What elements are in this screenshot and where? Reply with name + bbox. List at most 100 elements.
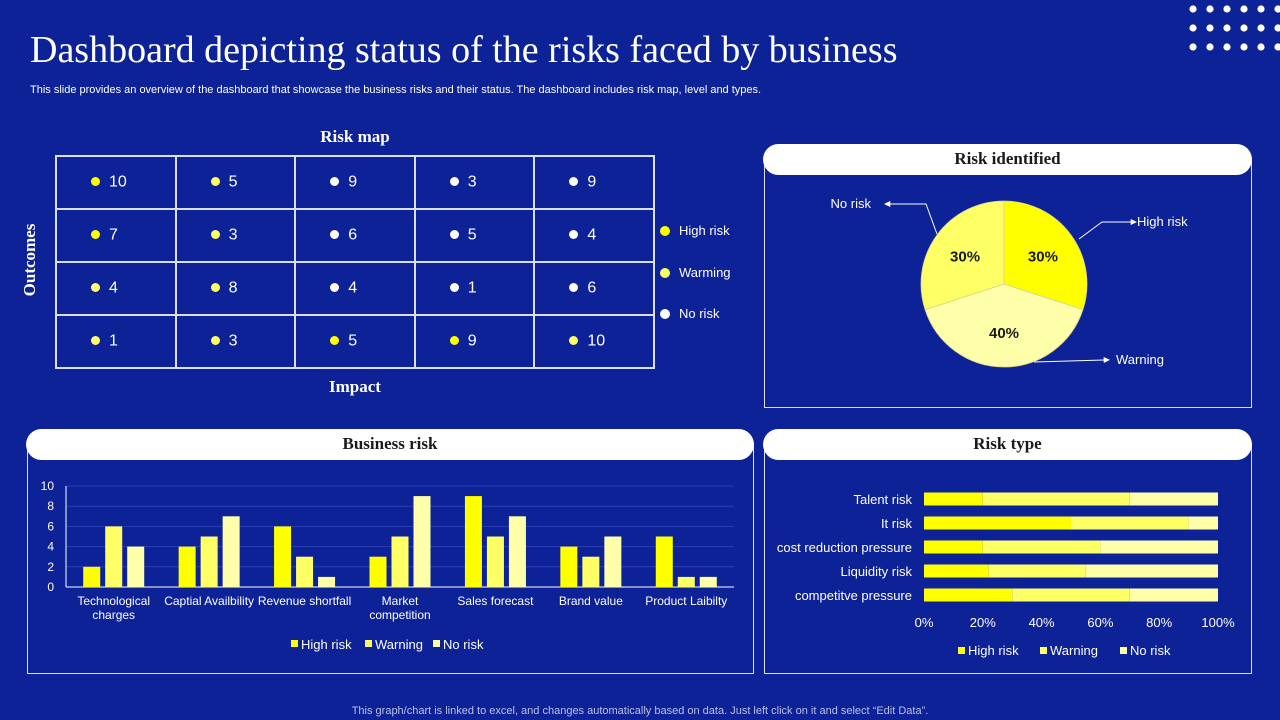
pie-slice-label: Warning [1116, 352, 1164, 367]
risk-level-dot [91, 176, 100, 186]
risk-level-dot [210, 229, 220, 239]
bar [127, 546, 145, 587]
decorative-dot [1257, 43, 1265, 51]
risk-map-legend-item: High risk [660, 223, 730, 238]
risk-level-dot [569, 282, 579, 292]
bar [318, 576, 336, 587]
risk-map-value: 4 [109, 278, 118, 296]
bar [296, 556, 314, 587]
decorative-dot [1240, 43, 1248, 51]
footer-note: This graph/chart is linked to excel, and… [351, 705, 929, 717]
stacked-bar-segment [924, 564, 989, 578]
stacked-bar-segment [924, 588, 1013, 602]
bar [582, 556, 600, 587]
bar [222, 516, 240, 587]
bar [655, 536, 673, 587]
risk-map-legend-item: Warming [660, 265, 731, 280]
stacked-bar-segment [1012, 588, 1130, 602]
decorative-dot [1257, 24, 1265, 32]
risk-map-cell: 4 [56, 262, 176, 315]
bar-x-tick-label: Technological [77, 594, 150, 608]
risk-map-value: 5 [228, 172, 238, 190]
decorative-dot-grid [1189, 5, 1280, 51]
risk-map-cell: 3 [414, 156, 535, 209]
risk-map-cell: 4 [534, 209, 654, 262]
legend-label: Warming [679, 265, 731, 280]
risk-map-cell: 3 [175, 209, 296, 262]
bar [677, 576, 695, 587]
bar-x-tick-label: competition [369, 608, 430, 622]
legend-dot [660, 309, 670, 319]
bar-x-tick-label: Product Laibilty [645, 594, 727, 608]
decorative-dot [1274, 43, 1280, 51]
risk-map-title: Risk map [320, 127, 390, 146]
risk-map-cell: 10 [56, 156, 176, 209]
risk-map-cell: 1 [414, 262, 535, 315]
risk-level-dot [449, 229, 459, 239]
bar-x-tick-label: charges [92, 608, 135, 622]
risk-map-cell: 6 [534, 262, 654, 315]
pie-data-label: 40% [989, 325, 1019, 342]
risk-level-dot [210, 176, 220, 186]
bar [200, 536, 218, 587]
bar [508, 516, 526, 587]
risk-map-value: 4 [348, 278, 358, 296]
risk-map-y-label: Outcomes [20, 223, 39, 297]
decorative-dot [1223, 5, 1231, 13]
risk-map-cell: 9 [414, 315, 535, 368]
hbar-category-label: competitve pressure [795, 588, 912, 603]
pie-callout-arrow [1103, 356, 1110, 364]
stacked-bar-segment [1129, 588, 1218, 602]
risk-level-dot [91, 335, 100, 345]
hbar-category-label: cost reduction pressure [777, 540, 912, 555]
risk-level-dot [449, 282, 459, 292]
bar-y-tick-label: 2 [47, 560, 54, 574]
hbar-category-label: Talent risk [853, 492, 912, 507]
risk-level-dot [330, 176, 340, 186]
decorative-dot [1206, 5, 1214, 13]
risk-map-cell: 6 [295, 209, 415, 262]
bar-legend-label: High risk [301, 637, 352, 652]
pie-slice [924, 283, 1084, 368]
risk-level-dot [330, 282, 340, 292]
risk-level-dot [210, 282, 220, 292]
stacked-bar-segment [924, 516, 1071, 530]
bar-y-tick-label: 0 [47, 580, 54, 594]
risk-level-dot [569, 335, 579, 345]
risk-level-dot [91, 229, 100, 239]
risk-map-value: 3 [467, 172, 477, 190]
bar [83, 566, 101, 587]
stacked-bar-segment [988, 564, 1086, 578]
risk-identified-title: Risk identified [763, 144, 1252, 175]
risk-map-cell: 1 [56, 315, 176, 368]
pie-data-label: 30% [950, 249, 980, 266]
risk-map-value: 1 [109, 331, 118, 349]
bar [699, 576, 717, 587]
hbar-legend-swatch [1120, 647, 1127, 654]
decorative-dot [1189, 5, 1197, 13]
risk-map-cell: 8 [175, 262, 296, 315]
risk-map-value: 8 [228, 278, 238, 296]
bar-x-tick-label: Sales forecast [457, 594, 534, 608]
risk-level-dot [210, 335, 220, 345]
hbar-legend-swatch [1040, 647, 1047, 654]
stacked-bar-segment [1071, 516, 1189, 530]
hbar-x-tick-label: 0% [915, 615, 934, 630]
decorative-dot [1206, 24, 1214, 32]
risk-map-cell: 10 [534, 315, 654, 368]
risk-map-x-label: Impact [329, 377, 381, 396]
risk-map-value: 7 [109, 225, 118, 243]
risk-map-cell: 9 [295, 156, 415, 209]
legend-dot [660, 268, 670, 278]
risk-map-cell: 5 [414, 209, 535, 262]
risk-map-value: 10 [109, 172, 127, 190]
pie-callout-arrow [884, 200, 891, 208]
pie-slice-label: No risk [831, 196, 872, 211]
bar-y-tick-label: 8 [47, 499, 54, 513]
decorative-dot [1257, 5, 1265, 13]
bar-legend-swatch [365, 640, 372, 647]
bar-x-tick-label: Revenue shortfall [258, 594, 351, 608]
stacked-bar-segment [924, 540, 983, 554]
pie-callout-arrow [1130, 218, 1137, 226]
decorative-dot [1240, 24, 1248, 32]
